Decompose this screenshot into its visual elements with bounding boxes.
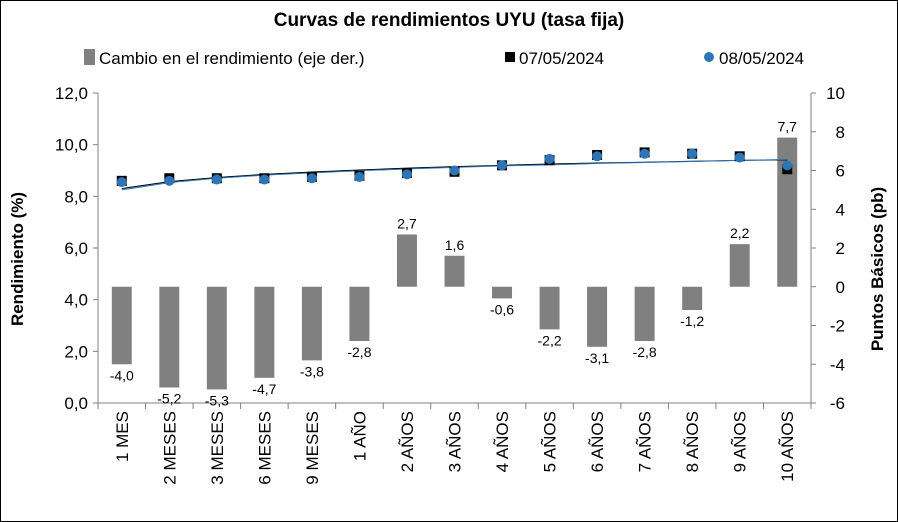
- bar-data-label: -2,8: [347, 344, 371, 360]
- x-tick-label: 7 AÑOS: [636, 411, 655, 472]
- y-tick-label-right: 10: [826, 84, 845, 103]
- y-axis-title-right: Puntos Básicos (pb): [868, 187, 887, 351]
- circle-marker: [497, 160, 508, 171]
- bar: [206, 286, 227, 390]
- x-tick-label: 9 MESES: [303, 411, 322, 485]
- axes: 0,0 2,0 4,0 6,0 8,0 10,0 12,0 -6 -4 -2 0 2 4 6 8 10 1 ME…: [55, 84, 845, 485]
- bar: [729, 244, 750, 287]
- y-tick-label-right: -6: [830, 394, 845, 413]
- y-tick-label-right: 0: [836, 278, 845, 297]
- legend-label-0705: 07/05/2024: [519, 49, 604, 68]
- circle-marker: [782, 160, 793, 171]
- bar: [396, 234, 417, 287]
- bar-data-label: -5,2: [157, 391, 181, 407]
- bar-data-label: -1,2: [680, 313, 704, 329]
- bar: [777, 137, 798, 287]
- bar-data-label: -0,6: [490, 301, 514, 317]
- circle-marker: [734, 152, 745, 163]
- circle-marker: [401, 169, 412, 180]
- y-tick-label-left: 10,0: [55, 136, 88, 155]
- y-tick-label-right: -4: [830, 355, 845, 374]
- bar-data-label: 2,7: [397, 215, 417, 231]
- x-tick-label: 3 MESES: [208, 411, 227, 485]
- circle-marker: [164, 175, 175, 186]
- y-tick-label-left: 6,0: [64, 239, 88, 258]
- legend-label-cambio: Cambio en el rendimiento (eje der.): [99, 49, 365, 68]
- bar: [254, 286, 275, 378]
- x-tick-label: 6 AÑOS: [588, 411, 607, 472]
- circle-marker: [639, 148, 650, 159]
- x-tick-label: 9 AÑOS: [731, 411, 750, 472]
- circle-marker: [211, 174, 222, 185]
- x-tick-label: 2 MESES: [160, 411, 179, 485]
- circle-marker: [306, 173, 317, 184]
- legend-swatch-square: [505, 52, 515, 62]
- legend-label-0805: 08/05/2024: [719, 49, 804, 68]
- bar-data-label: 7,7: [777, 119, 797, 135]
- x-tick-label: 4 AÑOS: [493, 411, 512, 472]
- bar: [301, 286, 322, 361]
- marker-series: [116, 147, 793, 188]
- bar: [634, 286, 655, 341]
- x-tick-label: 8 AÑOS: [683, 411, 702, 472]
- x-tick-label: 1 MES: [113, 411, 132, 462]
- x-tick-label: 1 AÑO: [350, 411, 369, 461]
- x-tick-label: 2 AÑOS: [398, 411, 417, 472]
- y-tick-label-right: 4: [836, 200, 845, 219]
- bar-data-label: -3,8: [300, 363, 324, 379]
- bar-data-label: -3,1: [585, 350, 609, 366]
- y-axis-title-left: Rendimiento (%): [8, 192, 27, 326]
- x-tick-label: 3 AÑOS: [446, 411, 465, 472]
- circle-marker: [687, 148, 698, 159]
- bar: [492, 286, 513, 299]
- circle-marker: [544, 153, 555, 164]
- y-tick-label-left: 0,0: [64, 394, 88, 413]
- y-tick-label-right: 8: [836, 123, 845, 142]
- y-tick-label-left: 4,0: [64, 291, 88, 310]
- bar-data-label: -2,2: [538, 332, 562, 348]
- legend-swatch-bar: [84, 49, 95, 65]
- bar: [539, 286, 560, 330]
- bar: [349, 286, 370, 341]
- bar: [159, 286, 180, 388]
- bar-data-label: 1,6: [445, 237, 465, 253]
- circle-marker: [449, 165, 460, 176]
- circle-marker: [259, 174, 270, 185]
- bar: [111, 286, 132, 365]
- y-tick-label-left: 12,0: [55, 84, 88, 103]
- bar: [444, 255, 465, 287]
- legend-swatch-circle: [704, 52, 714, 62]
- bar-data-label: -5,3: [205, 392, 229, 408]
- y-tick-label-left: 2,0: [64, 342, 88, 361]
- bar: [682, 286, 703, 310]
- bar-data-label: -4,7: [252, 381, 276, 397]
- chart-title: Curvas de rendimientos UYU (tasa fija): [274, 10, 625, 31]
- bar-data-label: -2,8: [633, 344, 657, 360]
- y-tick-label-right: -2: [830, 317, 845, 336]
- data-labels: -4,0 -5,2 -5,3 -4,7 -3,8 -2,8 2,7 1,6 -0,6 -2,2 -3…: [110, 119, 797, 409]
- bar: [587, 286, 608, 347]
- legend: Cambio en el rendimiento (eje der.) 07/0…: [84, 49, 804, 68]
- x-tick-label: 10 AÑOS: [778, 411, 797, 482]
- circle-marker: [116, 177, 127, 188]
- y-tick-label-right: 2: [836, 239, 845, 258]
- y-tick-label-right: 6: [836, 162, 845, 181]
- y-tick-label-left: 8,0: [64, 187, 88, 206]
- bar-data-label: 2,2: [730, 225, 750, 241]
- x-tick-label: 5 AÑOS: [541, 411, 560, 472]
- circle-marker: [592, 151, 603, 162]
- bar-data-label: -4,0: [110, 367, 134, 383]
- circle-marker: [354, 171, 365, 182]
- x-tick-label: 6 MESES: [255, 411, 274, 485]
- bar-series: [111, 137, 798, 390]
